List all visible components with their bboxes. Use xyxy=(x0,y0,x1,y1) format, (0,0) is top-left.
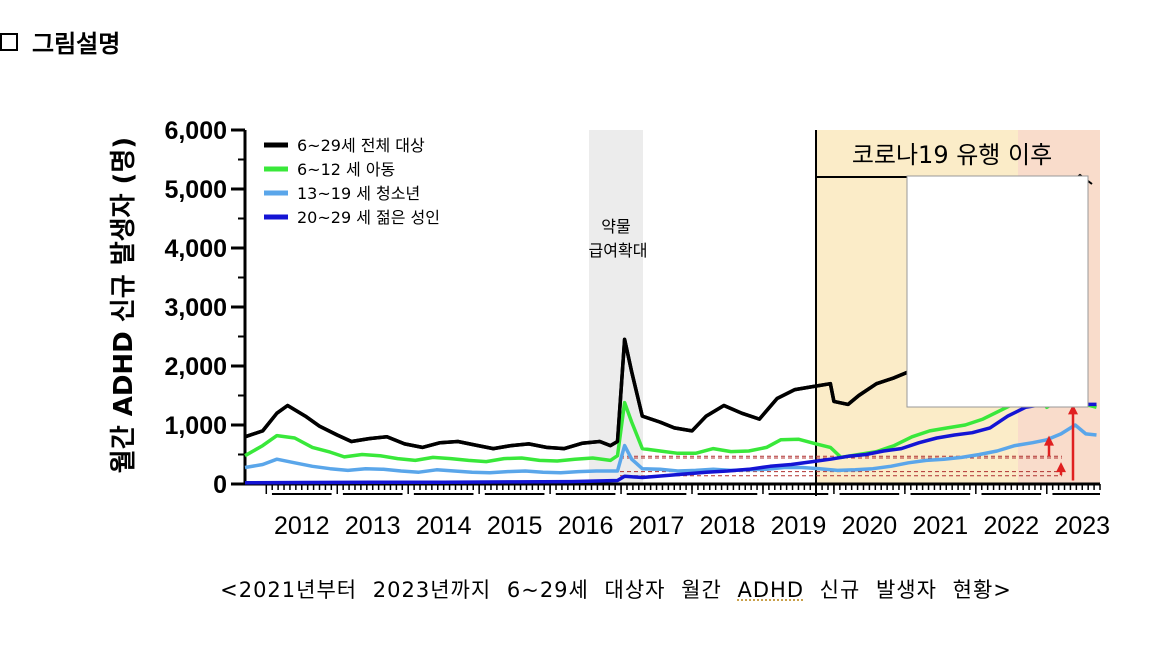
series-line xyxy=(244,423,1097,475)
x-tick-label: 2012 xyxy=(274,512,330,540)
section-heading-label: 그림설명 xyxy=(32,30,121,58)
x-tick-label: 2023 xyxy=(1054,512,1110,540)
red-arrow-teen-head xyxy=(1044,435,1054,446)
caption-suffix: 신규 발생자 현황> xyxy=(804,578,1012,602)
legend-label: 6~29세 전체 대상 xyxy=(297,136,425,155)
x-tick-label: 2014 xyxy=(416,512,472,540)
covid-annotation: 코로나19 유행 이후 xyxy=(852,141,1052,169)
y-tick-label: 5,000 xyxy=(164,176,227,204)
y-tick-label: 4,000 xyxy=(164,235,227,263)
figure-caption: <2021년부터 2023년까지 6~29세 대상자 월간 ADHD 신규 발생… xyxy=(0,574,1152,604)
legend-label: 20~29 세 젊은 성인 xyxy=(297,208,440,227)
y-tick-label: 6,000 xyxy=(164,117,227,145)
series-line xyxy=(244,402,1097,485)
x-tick-label: 2020 xyxy=(842,512,898,540)
red-arrow-adult-head xyxy=(1056,462,1066,473)
y-tick-label: 1,000 xyxy=(164,412,227,440)
legend-label: 6~12 세 아동 xyxy=(297,160,395,179)
caption-prefix: <2021년부터 2023년까지 6~29세 대상자 월간 xyxy=(220,578,738,602)
x-tick-label: 2016 xyxy=(558,512,614,540)
x-tick-label: 2022 xyxy=(983,512,1039,540)
drug-annotation-line1: 약물 xyxy=(601,217,630,236)
x-tick-label: 2017 xyxy=(629,512,685,540)
section-heading: 그림설명 xyxy=(0,24,120,59)
y-tick-label: 0 xyxy=(213,471,227,499)
legend-label: 13~19 세 청소년 xyxy=(297,184,420,203)
x-tick-label: 2019 xyxy=(771,512,827,540)
x-tick-label: 2018 xyxy=(700,512,756,540)
redacted-box xyxy=(906,175,1089,408)
y-axis-label: 월간 ADHD 신규 발생자 (명) xyxy=(109,137,139,473)
checkbox-square-icon xyxy=(0,32,18,51)
x-tick-label: 2013 xyxy=(345,512,401,540)
y-tick-label: 2,000 xyxy=(164,353,227,381)
x-tick-label: 2015 xyxy=(487,512,543,540)
red-arrow-total-head xyxy=(1068,404,1078,415)
caption-adhd: ADHD xyxy=(737,578,804,602)
series-line xyxy=(244,390,1097,464)
x-tick-label: 2021 xyxy=(913,512,969,540)
y-tick-label: 3,000 xyxy=(164,294,227,322)
drug-annotation-line2: 급여확대 xyxy=(589,241,648,260)
series-line-overlay xyxy=(244,337,928,451)
